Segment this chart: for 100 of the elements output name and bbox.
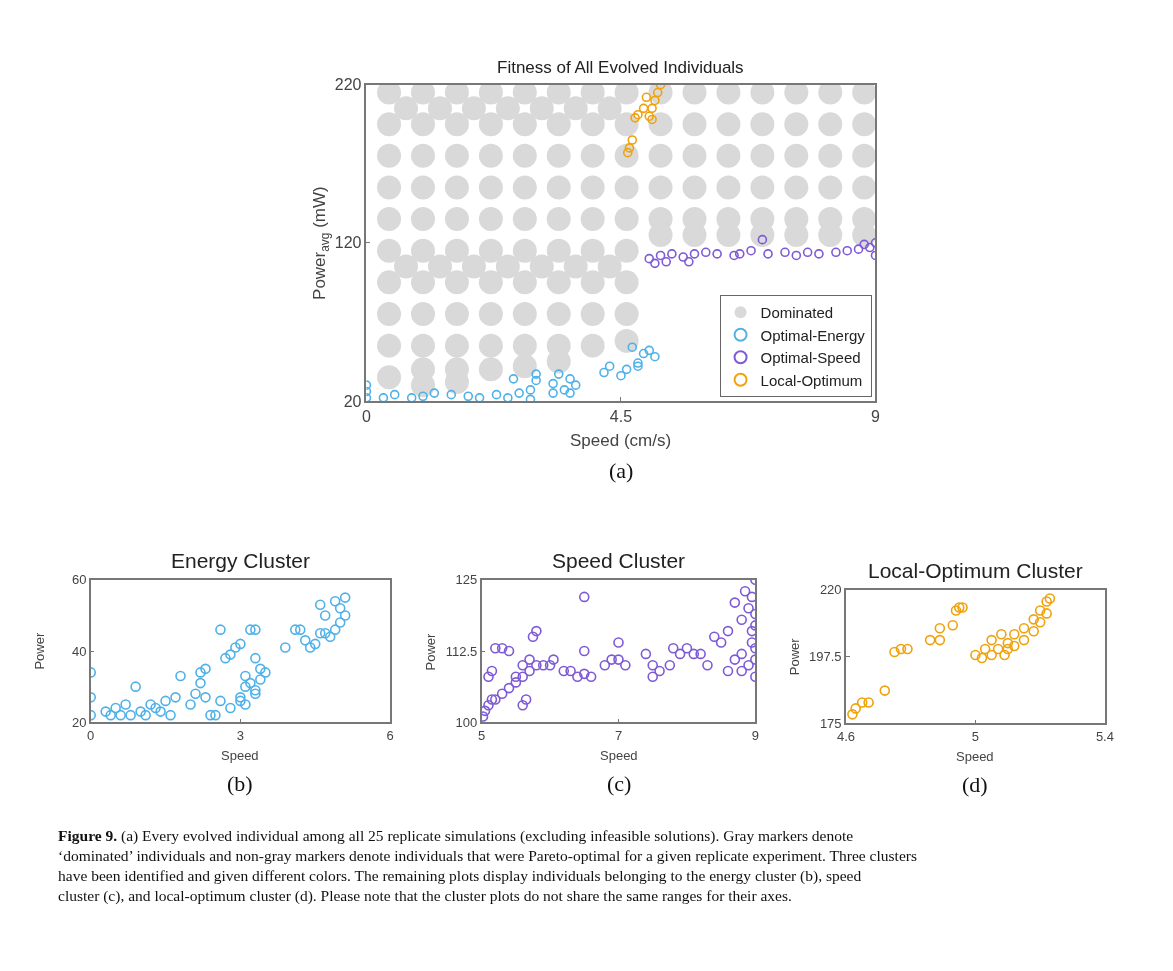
x-tick-label: 5.4 [1095, 728, 1114, 744]
point [934, 634, 946, 646]
point [406, 393, 417, 401]
point [853, 244, 864, 254]
point [1034, 605, 1046, 616]
point [446, 389, 457, 400]
point [856, 697, 868, 708]
point [992, 643, 1004, 655]
y-axis-title: Power [787, 637, 803, 676]
point [570, 380, 581, 390]
point [734, 249, 745, 259]
point [780, 247, 790, 258]
point [850, 703, 861, 714]
point [418, 391, 428, 401]
point [559, 385, 570, 395]
point [934, 622, 946, 634]
chart-title: Local-Optimum Cluster [868, 559, 1083, 582]
point [924, 634, 936, 646]
y-tick-label: 60 [71, 572, 87, 588]
point [1041, 596, 1052, 607]
point [859, 239, 869, 250]
y-axis-title: Power [32, 632, 48, 670]
point [895, 643, 907, 655]
text: (a) [609, 458, 634, 483]
point [1008, 640, 1020, 652]
point [970, 649, 981, 661]
point [842, 245, 853, 256]
point [638, 103, 649, 114]
point [802, 247, 813, 258]
point [763, 249, 773, 259]
point [633, 109, 643, 120]
point [1002, 637, 1014, 649]
point [1002, 643, 1014, 655]
y-axis-title: Power [423, 632, 439, 671]
point [644, 253, 655, 264]
point [1044, 593, 1056, 604]
legend-label: Local-Optimum [760, 371, 863, 389]
y-tick-label: 120 [334, 234, 362, 252]
x-tick-label: 9 [871, 407, 881, 425]
legend-label: Dominated [760, 304, 834, 322]
point [565, 374, 575, 384]
x-tick-label: 7 [614, 727, 623, 743]
point [621, 364, 632, 375]
y-tick-label: 112.5 [445, 643, 478, 659]
point [1028, 614, 1040, 625]
point [661, 256, 672, 267]
point [1028, 625, 1040, 637]
point [889, 646, 900, 658]
point [902, 643, 913, 655]
text: (c) [607, 771, 632, 796]
point [548, 378, 558, 389]
point [1041, 608, 1052, 619]
point [947, 619, 959, 631]
y-tick-label: 20 [343, 392, 362, 410]
y-tick-label: 20 [71, 714, 87, 730]
point [508, 374, 519, 384]
point [701, 247, 711, 258]
point [863, 697, 874, 708]
point [996, 628, 1007, 640]
y-tick-label: 100 [455, 714, 478, 730]
point [531, 369, 541, 379]
x-tick-label: 0 [361, 407, 371, 425]
text: (b) [227, 771, 253, 796]
y-tick-label: 197.5 [809, 649, 842, 664]
point [378, 393, 389, 401]
point [986, 649, 997, 661]
x-tick-label: 6 [386, 727, 394, 743]
point [729, 250, 739, 261]
point [1008, 628, 1020, 640]
point [525, 385, 536, 395]
point [474, 393, 485, 401]
legend-label: Optimal-Speed [760, 349, 861, 367]
point [689, 249, 700, 259]
point [712, 249, 722, 259]
point [491, 389, 502, 400]
point [814, 249, 824, 259]
x-tick-label: 0 [87, 727, 95, 743]
point [627, 135, 638, 145]
x-tick-label: 5 [971, 728, 980, 744]
point [624, 143, 635, 153]
point [667, 249, 677, 259]
point [746, 245, 756, 256]
point [429, 388, 440, 398]
x-tick-label: 5 [478, 727, 486, 743]
point [791, 250, 802, 261]
x-axis-title: Speed (cm/s) [570, 431, 672, 450]
point [565, 388, 575, 398]
y-tick-label: 125 [455, 572, 478, 588]
point [514, 388, 524, 398]
point [1018, 634, 1030, 646]
y-tick-label: 220 [334, 76, 362, 94]
point [616, 370, 626, 381]
x-tick-label: 4.6 [836, 728, 855, 744]
point [678, 252, 688, 262]
point [389, 389, 400, 400]
x-axis-title: Speed [221, 748, 259, 763]
point [986, 634, 997, 646]
point [684, 256, 694, 267]
point [847, 709, 858, 720]
y-tick-label: 175 [819, 715, 842, 731]
